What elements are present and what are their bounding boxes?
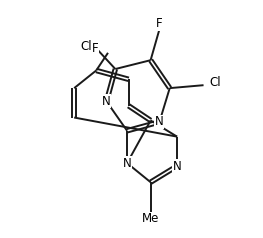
Text: N: N xyxy=(102,95,111,108)
Text: N: N xyxy=(155,115,164,129)
Text: Cl: Cl xyxy=(210,76,221,89)
Text: N: N xyxy=(173,159,181,173)
Text: Cl: Cl xyxy=(80,40,92,54)
Text: N: N xyxy=(123,157,132,170)
Text: Me: Me xyxy=(142,213,159,225)
Text: F: F xyxy=(92,42,98,55)
Text: F: F xyxy=(156,17,163,30)
